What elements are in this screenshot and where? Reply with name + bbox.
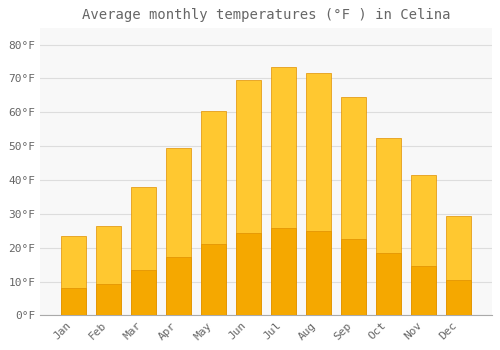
Bar xyxy=(271,228,296,315)
Bar xyxy=(411,175,436,315)
Bar xyxy=(201,244,226,315)
Bar xyxy=(271,66,296,315)
Bar xyxy=(166,257,191,315)
Bar xyxy=(60,288,86,315)
Bar xyxy=(236,80,261,315)
Bar xyxy=(166,148,191,315)
Bar xyxy=(96,284,121,315)
Bar xyxy=(306,231,331,315)
Bar xyxy=(236,233,261,315)
Bar xyxy=(376,138,401,315)
Bar xyxy=(60,236,86,315)
Title: Average monthly temperatures (°F ) in Celina: Average monthly temperatures (°F ) in Ce… xyxy=(82,8,450,22)
Bar xyxy=(341,239,366,315)
Bar xyxy=(446,216,471,315)
Bar xyxy=(201,111,226,315)
Bar xyxy=(341,97,366,315)
Bar xyxy=(306,74,331,315)
Bar xyxy=(376,253,401,315)
Bar xyxy=(131,187,156,315)
Bar xyxy=(446,280,471,315)
Bar xyxy=(411,266,436,315)
Bar xyxy=(96,226,121,315)
Bar xyxy=(131,271,156,315)
